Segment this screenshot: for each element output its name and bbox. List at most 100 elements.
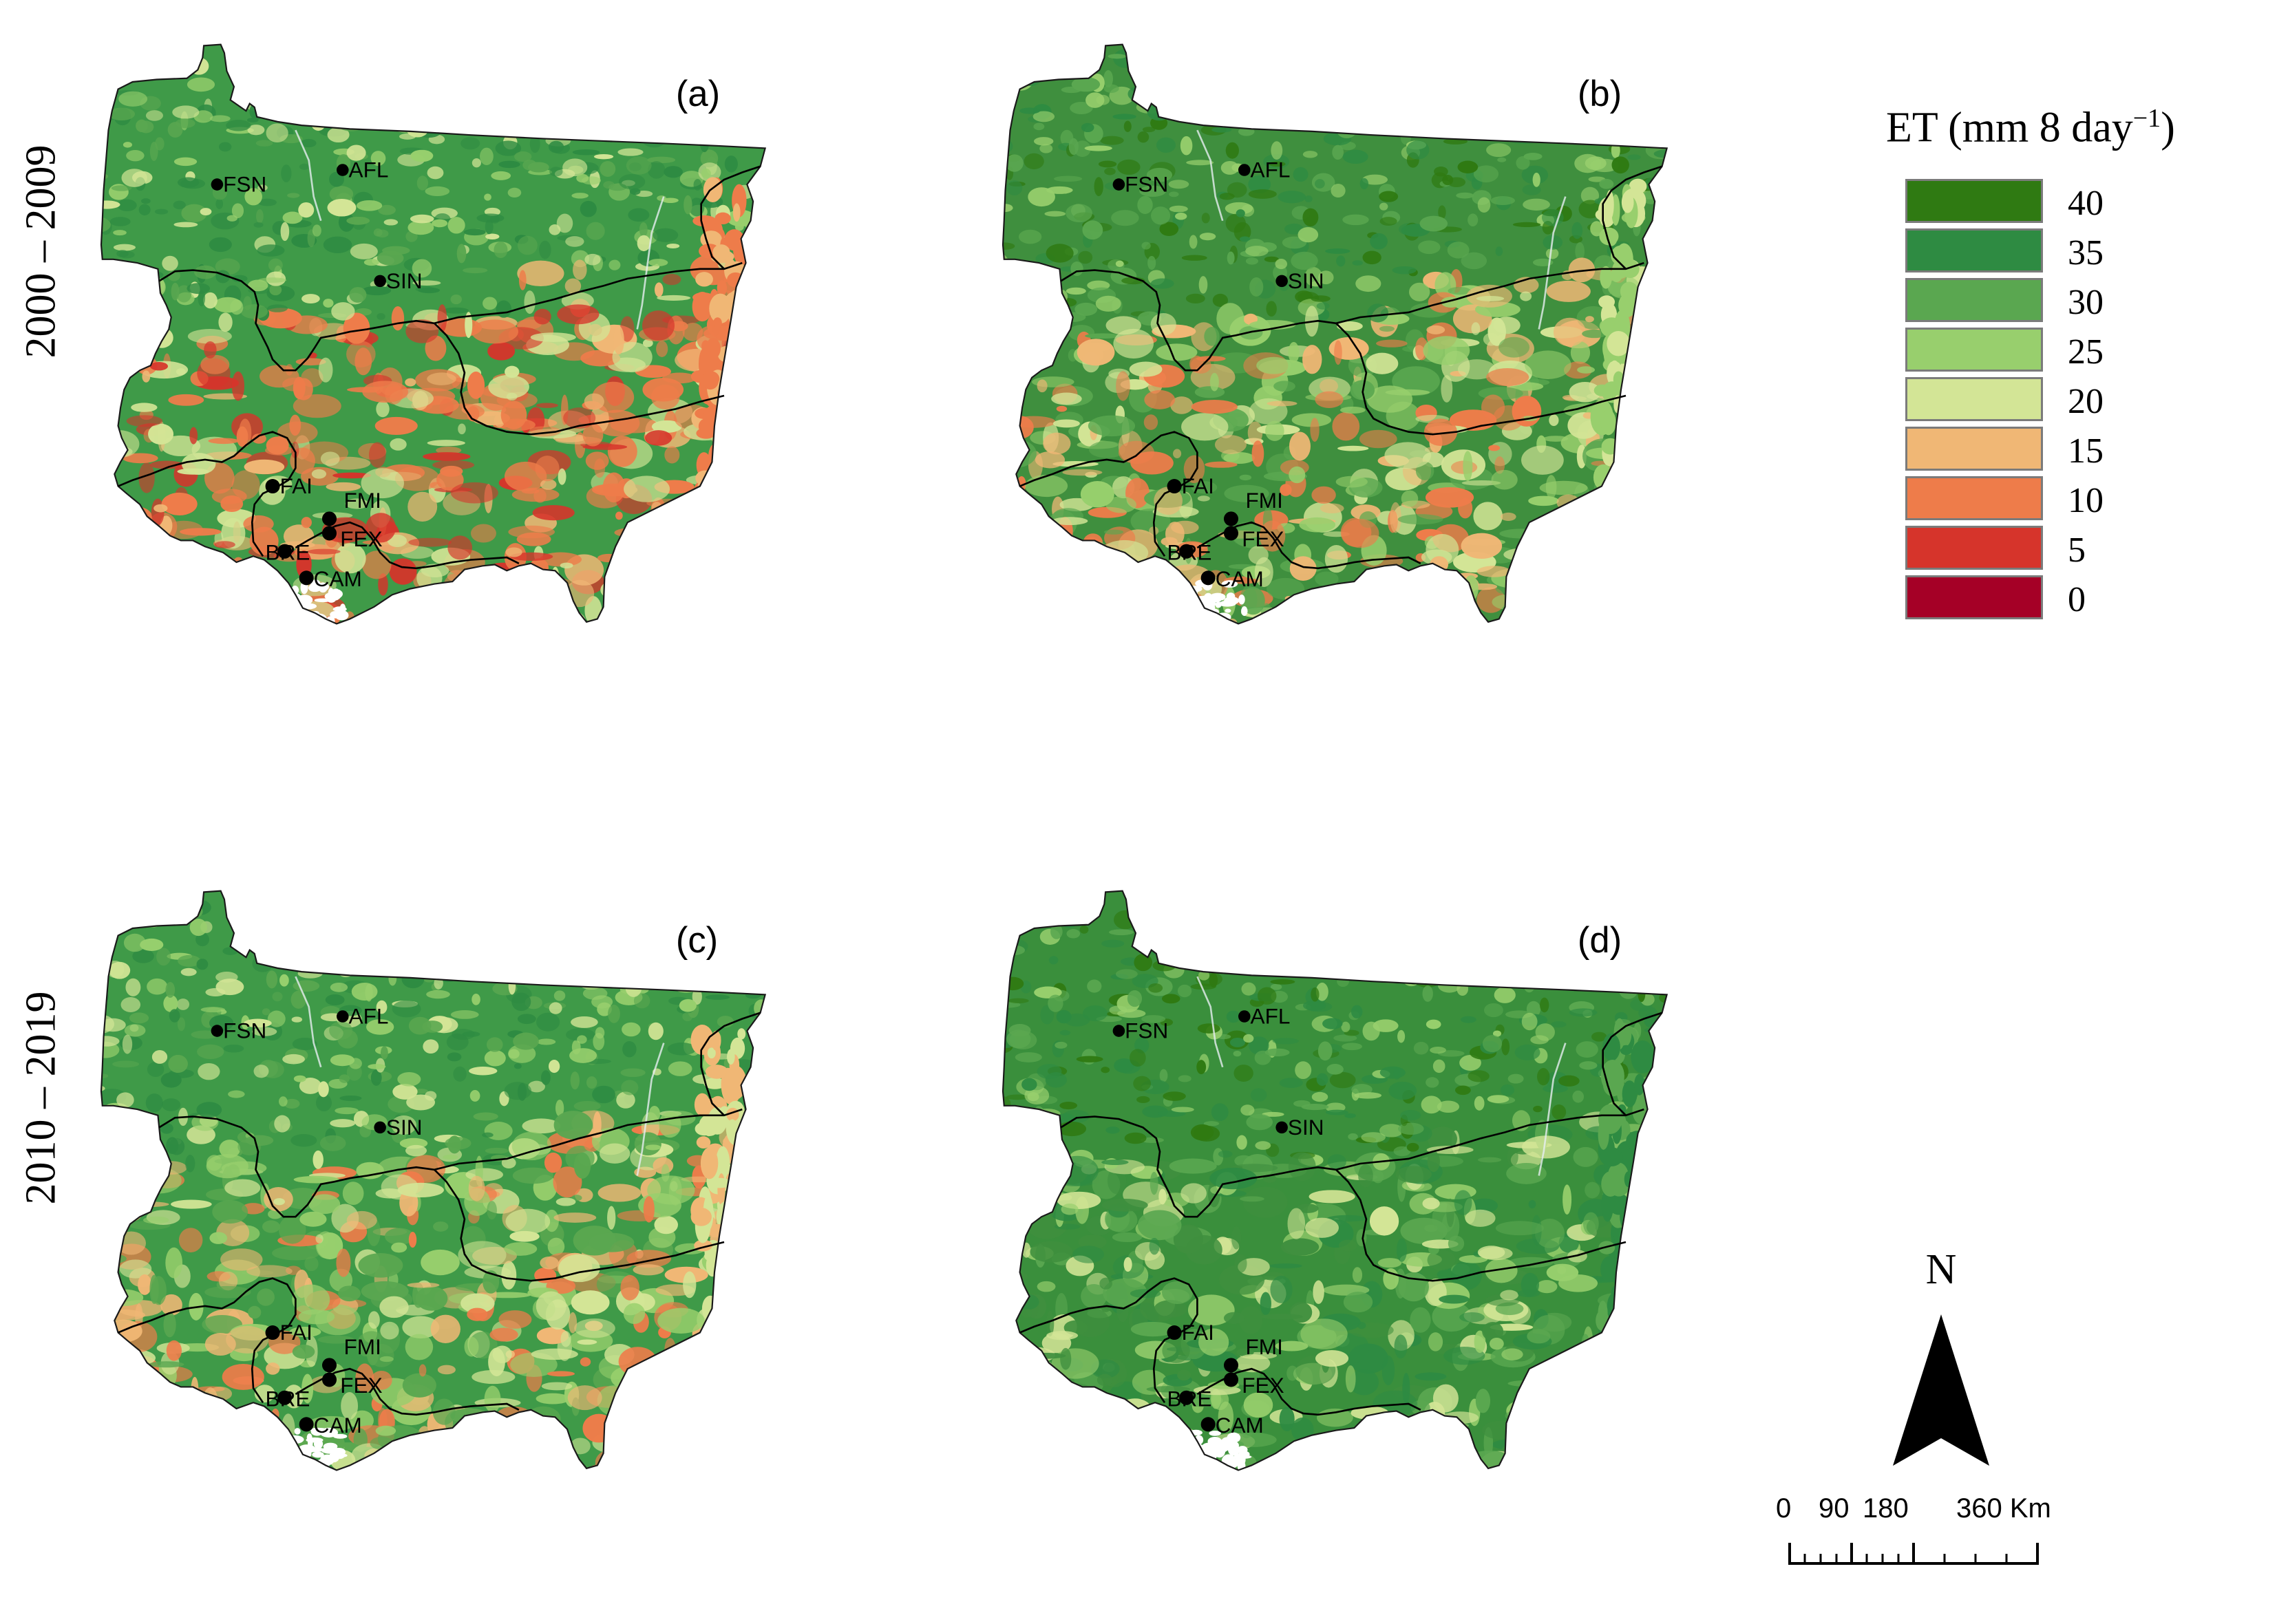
- row-label-2000-2009: 2000 – 2009: [17, 145, 65, 359]
- biome-boundary: [434, 322, 725, 436]
- site-label-fex: FEX: [340, 526, 382, 551]
- site-label-fmi: FMI: [344, 1334, 381, 1359]
- site-label-sin: SIN: [1288, 1115, 1324, 1140]
- site-marker-fmi: [321, 511, 337, 526]
- row-label-2010-2019: 2010 – 2019: [17, 991, 65, 1205]
- biome-boundary: [1602, 165, 1663, 270]
- site-label-fai: FAI: [280, 1320, 313, 1345]
- state-outline: [1002, 890, 1669, 1471]
- site-marker-bre: [1179, 544, 1194, 559]
- site-marker-sin: [374, 1121, 386, 1134]
- north-label: N: [1925, 1246, 1957, 1293]
- site-label-fex: FEX: [1242, 1373, 1284, 1398]
- et-raster: [1003, 890, 1667, 1471]
- biome-boundary: [118, 1277, 297, 1403]
- biome-boundary: [1019, 1277, 1198, 1403]
- site-marker-afl: [337, 1010, 349, 1023]
- site-marker-fex: [321, 526, 337, 541]
- legend-swatch: [1905, 278, 2043, 322]
- site-marker-fsn: [211, 178, 224, 191]
- et-raster: [1003, 44, 1667, 624]
- legend-value: 15: [2068, 431, 2104, 471]
- biome-boundary: [700, 165, 761, 270]
- site-label-fmi: FMI: [1246, 1334, 1283, 1359]
- site-label-fai: FAI: [280, 473, 313, 498]
- legend-value: 5: [2068, 531, 2086, 570]
- site-marker-cam: [299, 1417, 314, 1432]
- panel-label-a: (a): [676, 74, 720, 114]
- site-marker-bre: [277, 1390, 293, 1405]
- biome-boundary: [118, 431, 297, 557]
- site-marker-cam: [1200, 1417, 1216, 1432]
- panel-label-b: (b): [1578, 74, 1622, 114]
- state-outline: [1002, 43, 1669, 625]
- biome-boundary: [1335, 322, 1627, 436]
- legend-swatch: [1905, 526, 2043, 570]
- site-marker-fex: [1223, 526, 1239, 541]
- site-label-bre: BRE: [1167, 1387, 1212, 1411]
- biome-boundary: [434, 1168, 725, 1282]
- site-marker-sin: [1275, 275, 1288, 288]
- legend-value: 30: [2068, 283, 2104, 322]
- site-marker-fex: [321, 1372, 337, 1387]
- site-label-sin: SIN: [1288, 268, 1324, 293]
- site-marker-fai: [265, 479, 280, 494]
- site-marker-sin: [374, 275, 386, 288]
- site-marker-cam: [1200, 570, 1216, 586]
- biome-boundary: [1060, 261, 1644, 372]
- biome-boundary: [158, 1108, 743, 1218]
- legend-value: 25: [2068, 332, 2104, 372]
- site-marker-fai: [1167, 1325, 1182, 1340]
- site-marker-fsn: [1112, 1025, 1125, 1037]
- site-marker-sin: [1275, 1121, 1288, 1134]
- site-marker-bre: [277, 544, 293, 559]
- site-label-bre: BRE: [266, 1387, 310, 1411]
- legend-swatch: [1905, 179, 2043, 223]
- legend-swatch: [1905, 575, 2043, 619]
- site-marker-fsn: [1112, 178, 1125, 191]
- legend-value: 10: [2068, 481, 2104, 520]
- biome-boundary: [1019, 431, 1198, 557]
- biome-boundary: [1335, 1168, 1627, 1282]
- panel-label-d: (d): [1578, 920, 1622, 961]
- scale-tick-0: 0: [1776, 1493, 1792, 1524]
- biome-boundary: [700, 1012, 761, 1116]
- site-label-cam: CAM: [314, 1413, 362, 1438]
- site-marker-afl: [1238, 164, 1251, 176]
- legend-swatch: [1905, 228, 2043, 273]
- site-label-afl: AFL: [349, 158, 389, 182]
- site-label-fsn: FSN: [223, 1018, 266, 1043]
- site-label-fsn: FSN: [223, 172, 266, 197]
- scale-tick-90: 90: [1819, 1493, 1850, 1524]
- site-marker-fmi: [321, 1358, 337, 1373]
- site-label-fex: FEX: [340, 1373, 382, 1398]
- scale-bar: 0 90 180 360 Km: [1776, 1493, 2134, 1576]
- site-label-fsn: FSN: [1125, 172, 1168, 197]
- site-marker-afl: [337, 164, 349, 176]
- legend-value: 35: [2068, 233, 2104, 273]
- biome-boundary: [158, 261, 743, 372]
- legend-value: 20: [2068, 382, 2104, 421]
- site-marker-fmi: [1223, 1358, 1239, 1373]
- site-label-sin: SIN: [386, 268, 423, 293]
- legend-swatch: [1905, 377, 2043, 421]
- north-arrow-icon: [1893, 1314, 1989, 1466]
- site-label-cam: CAM: [314, 566, 362, 591]
- panel-label-c: (c): [676, 920, 718, 961]
- site-label-fai: FAI: [1182, 1320, 1214, 1345]
- legend-swatch: [1905, 427, 2043, 471]
- site-label-fsn: FSN: [1125, 1018, 1168, 1043]
- legend-value: 0: [2068, 580, 2086, 619]
- site-label-sin: SIN: [386, 1115, 423, 1140]
- scale-tick-180: 180: [1863, 1493, 1909, 1524]
- site-marker-bre: [1179, 1390, 1194, 1405]
- site-label-bre: BRE: [1167, 540, 1212, 565]
- site-marker-fsn: [211, 1025, 224, 1037]
- site-marker-afl: [1238, 1010, 1251, 1023]
- north-arrow: N: [1872, 1246, 2010, 1473]
- site-label-cam: CAM: [1216, 566, 1264, 591]
